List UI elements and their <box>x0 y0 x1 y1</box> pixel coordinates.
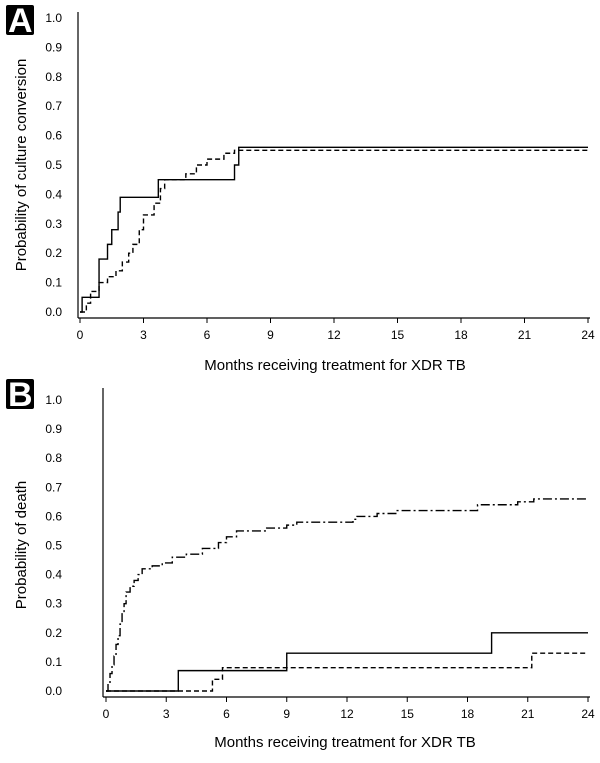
panel-a-x-tick-label: 6 <box>204 328 211 342</box>
panel-a: A Probability of culture conversion Mont… <box>6 1 595 374</box>
panel-a-series-line-solid <box>80 146 588 313</box>
panel-a-series-line-dashed <box>80 149 588 313</box>
panel-a-y-tick-label: 0.2 <box>45 246 62 260</box>
panel-b-y-tick-label: 0.9 <box>45 422 62 436</box>
panel-b-y-ticks: 0.0 0.1 0.2 0.3 0.4 0.5 0.6 0.7 0.8 0.9 1.0 <box>45 393 62 698</box>
panel-b-y-tick-label: 0.1 <box>45 655 62 669</box>
panel-b-series-line-solid <box>106 632 588 692</box>
panel-b-x-tick-label: 9 <box>283 707 290 721</box>
panel-b-x-tick-label: 15 <box>401 707 415 721</box>
panel-a-x-ticks: 0 3 6 9 12 15 18 21 24 <box>77 318 595 342</box>
panel-b-y-tick-label: 0.3 <box>45 597 62 611</box>
panel-a-y-tick-label: 0.7 <box>45 99 62 113</box>
panel-b-y-tick-label: 0.7 <box>45 480 62 494</box>
panel-b-series <box>106 498 588 692</box>
panel-b-x-tick-label: 21 <box>521 707 535 721</box>
panel-b-x-ticks: 0 3 6 9 12 15 18 21 24 <box>103 697 595 721</box>
panel-a-x-tick-label: 24 <box>581 328 595 342</box>
panel-a-y-tick-label: 0.6 <box>45 129 62 143</box>
panel-a-y-tick-label: 0.5 <box>45 158 62 172</box>
panel-a-y-tick-label: 0.0 <box>45 305 62 319</box>
panel-a-y-tick-label: 0.1 <box>45 276 62 290</box>
panel-b-y-tick-label: 0.0 <box>45 684 62 698</box>
panel-a-x-tick-label: 9 <box>267 328 274 342</box>
panel-b-letter-background <box>6 379 34 409</box>
panel-a-series <box>80 146 588 313</box>
panel-a-y-ticks: 0.0 0.1 0.2 0.3 0.4 0.5 0.6 0.7 0.8 0.9 1.0 <box>45 11 62 319</box>
panel-a-y-axis-label: Probability of culture conversion <box>13 59 30 272</box>
panel-b-x-tick-label: 0 <box>103 707 110 721</box>
panel-b-letter: B <box>8 376 33 414</box>
panel-a-y-tick-label: 0.8 <box>45 70 62 84</box>
panel-a-x-tick-label: 0 <box>77 328 84 342</box>
panel-b-series-line-dashed <box>106 652 588 692</box>
panel-a-y-tick-label: 0.3 <box>45 217 62 231</box>
panel-a-y-tick-label: 1.0 <box>45 11 62 25</box>
panel-b-y-tick-label: 0.6 <box>45 509 62 523</box>
panel-a-x-axis-label: Months receiving treatment for XDR TB <box>204 357 466 374</box>
panel-b-x-tick-label: 18 <box>461 707 475 721</box>
panel-a-x-tick-label: 18 <box>454 328 468 342</box>
panel-b-y-tick-label: 1.0 <box>45 393 62 407</box>
panel-b-x-tick-label: 24 <box>581 707 595 721</box>
panel-b-x-axis-label: Months receiving treatment for XDR TB <box>214 734 476 751</box>
panel-a-x-tick-label: 3 <box>140 328 147 342</box>
panel-b-y-tick-label: 0.5 <box>45 539 62 553</box>
panel-b: B Probability of death Months receiving … <box>6 375 595 751</box>
panel-a-y-tick-label: 0.9 <box>45 40 62 54</box>
panel-a-letter-background <box>6 5 34 35</box>
panel-b-series-line-dash-dot <box>106 498 588 692</box>
panel-b-x-tick-label: 12 <box>340 707 354 721</box>
panel-a-letter: A <box>8 2 33 40</box>
panel-a-y-tick-label: 0.4 <box>45 187 62 201</box>
panel-b-x-tick-label: 3 <box>163 707 170 721</box>
panel-b-y-tick-label: 0.4 <box>45 568 62 582</box>
panel-a-x-tick-label: 12 <box>327 328 341 342</box>
panel-b-y-tick-label: 0.8 <box>45 451 62 465</box>
panel-a-x-tick-label: 15 <box>391 328 405 342</box>
panel-a-x-tick-label: 21 <box>518 328 532 342</box>
panel-b-y-tick-label: 0.2 <box>45 626 62 640</box>
panel-b-y-axis-label: Probability of death <box>13 481 30 609</box>
panel-b-x-tick-label: 6 <box>223 707 230 721</box>
